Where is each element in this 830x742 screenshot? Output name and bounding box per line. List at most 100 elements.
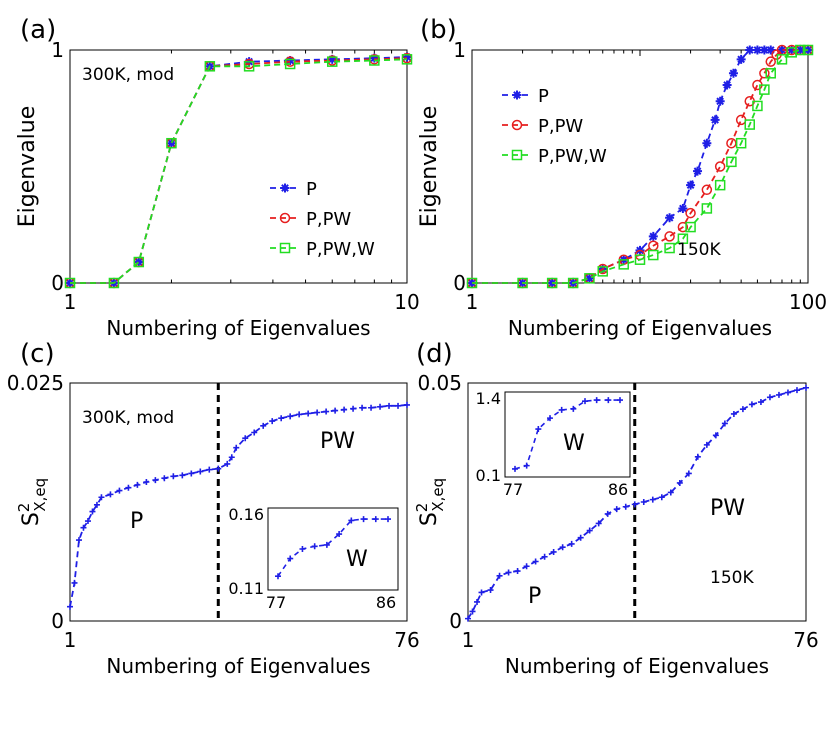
x-tick-label: 1 (64, 290, 77, 314)
data-point (735, 137, 747, 149)
legend-entry: P,PW (306, 209, 351, 230)
annotation-label: 300K, mod (82, 408, 174, 428)
data-point (215, 465, 222, 472)
data-point (584, 273, 595, 284)
data-point (634, 254, 646, 265)
panel-4: (d) 1 76 0 0.05 Numbering of Eigenvalues S2X,e… (413, 339, 819, 678)
inset-y-tick-label: 1.4 (476, 389, 501, 408)
data-point (631, 501, 638, 508)
data-point (745, 45, 755, 55)
series-data (67, 401, 410, 610)
y-axis-label: Eigenvalue (15, 106, 40, 228)
panel-label: (a) (20, 15, 56, 45)
region-label-pw: PW (710, 496, 745, 521)
y-tick-label: 1 (453, 38, 466, 62)
panel-label: (b) (420, 15, 457, 45)
data-point (658, 494, 665, 501)
inset-x-tick-label: 86 (608, 480, 628, 499)
data-point (793, 387, 800, 394)
legend-entry: P,PW,W (538, 146, 607, 167)
data-point (134, 257, 144, 267)
data-point (474, 598, 481, 605)
inset-data-point (299, 546, 306, 552)
data-point (269, 418, 276, 425)
data-point (712, 432, 719, 439)
data-point (170, 473, 177, 480)
data-point (386, 402, 393, 409)
data-point (597, 266, 608, 277)
plot-frame (467, 382, 807, 622)
legend-entry: P,PW (538, 116, 583, 137)
data-point (766, 45, 776, 55)
data-point (179, 472, 186, 479)
data-point (404, 401, 410, 408)
legend-marker (279, 242, 291, 254)
data-point (721, 420, 728, 427)
data-point (233, 444, 240, 451)
data-point (730, 410, 737, 417)
data-point (206, 466, 213, 473)
data-point (505, 569, 512, 576)
data-point (546, 277, 558, 289)
inset-data-point (593, 397, 600, 404)
data-point (714, 161, 726, 172)
y-tick-label: 0 (51, 271, 64, 295)
data-point (314, 409, 321, 416)
data-point (765, 68, 776, 79)
data-point (402, 52, 412, 62)
data-point (664, 231, 675, 242)
data-point (188, 470, 195, 477)
inset-data-point (535, 426, 542, 433)
data-point (567, 277, 579, 289)
inset-data-point (287, 555, 294, 562)
data-point (736, 54, 746, 64)
data-point (803, 384, 809, 391)
data-point (665, 213, 675, 223)
data-point (98, 494, 105, 501)
data-point (802, 44, 814, 56)
data-point (369, 55, 380, 66)
data-point (523, 563, 530, 570)
inset-data-point (570, 405, 577, 412)
series-p-pw-w (466, 44, 814, 289)
data-point (287, 413, 294, 420)
data-point (744, 119, 755, 130)
data-point (332, 407, 339, 414)
annotation-label: 150K (677, 240, 721, 260)
data-point (532, 558, 539, 565)
panel-label: (c) (20, 339, 55, 369)
legend: P P,PW P,PW,W (270, 179, 375, 260)
data-point (703, 441, 710, 448)
x-axis-label: Numbering of Eigenvalues (106, 316, 370, 340)
data-point (678, 203, 688, 213)
data-point (649, 496, 656, 503)
data-point (677, 221, 689, 233)
data-point (550, 548, 557, 555)
data-point (715, 96, 725, 106)
inset-data-point (372, 516, 379, 523)
data-point (323, 408, 330, 415)
inset-data-point (311, 543, 318, 550)
legend-entry: P,PW,W (306, 239, 375, 260)
data-point (359, 404, 366, 411)
data-point (469, 608, 476, 615)
region-label-p: P (130, 509, 143, 534)
data-point (595, 520, 602, 527)
data-point (777, 45, 787, 55)
inset-y-tick-label: 0.11 (228, 579, 264, 598)
legend-marker (280, 183, 290, 193)
inset-label: W (563, 431, 585, 456)
inset-data-point (547, 415, 553, 422)
data-point (496, 572, 503, 579)
data-point (67, 603, 73, 610)
data-point (514, 568, 521, 575)
data-point (795, 44, 806, 56)
data-point (586, 527, 593, 534)
annotation-label: 150K (710, 568, 754, 588)
data-point (714, 179, 726, 191)
series-p-pw (466, 44, 814, 289)
data-point (116, 487, 123, 494)
panel-label: (d) (416, 339, 453, 369)
x-tick-label: 10 (394, 290, 419, 314)
